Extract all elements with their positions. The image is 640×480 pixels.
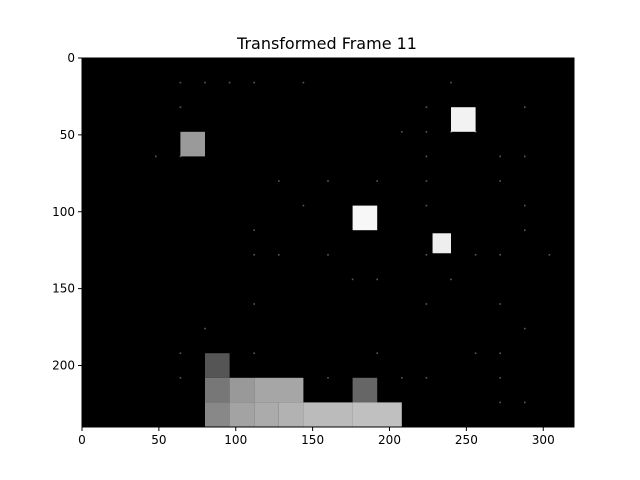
pixel-block: [432, 233, 451, 254]
noise-dot: [179, 106, 182, 108]
noise-dot: [499, 303, 501, 305]
y-tick-label: 200: [52, 359, 75, 373]
noise-dot: [499, 377, 501, 379]
noise-dot: [499, 352, 501, 354]
pixel-block: [352, 205, 378, 231]
noise-dot: [401, 131, 403, 133]
noise-dot: [499, 155, 501, 158]
pixel-block: [205, 377, 230, 403]
noise-dot: [376, 352, 378, 354]
noise-dot: [548, 254, 551, 256]
noise-dot: [524, 401, 526, 404]
noise-dot: [474, 254, 477, 256]
x-axis-ticks: 0 50 100 150 200 250 300: [78, 427, 555, 447]
y-tick-label: 0: [67, 51, 75, 65]
y-tick-label: 100: [52, 205, 75, 219]
noise-dot: [499, 401, 501, 404]
noise-dot: [425, 106, 428, 108]
pixel-block: [205, 402, 230, 427]
x-tick-label: 250: [455, 433, 478, 447]
pixel-block: [254, 402, 279, 427]
noise-dot: [327, 180, 329, 182]
noise-dot: [351, 278, 354, 281]
pixel-block: [180, 131, 205, 157]
noise-dot: [302, 204, 305, 207]
noise-dot: [425, 377, 428, 379]
image-axes: [81, 57, 575, 428]
noise-dot: [401, 377, 403, 379]
image-background: [82, 58, 574, 427]
noise-dot: [179, 81, 182, 84]
noise-dot: [425, 180, 428, 182]
noise-dot: [278, 180, 280, 182]
pixel-block: [205, 353, 230, 378]
noise-dot: [253, 254, 255, 256]
noise-dot: [450, 278, 452, 281]
y-tick-label: 50: [60, 128, 75, 142]
y-axis-ticks: 0 50 100 150 200: [52, 51, 82, 373]
noise-dot: [179, 377, 182, 379]
noise-dot: [204, 81, 206, 84]
pixel-block: [451, 107, 476, 132]
noise-dot: [302, 81, 305, 84]
pixel-block: [254, 377, 304, 403]
noise-dot: [278, 254, 280, 256]
noise-dot: [179, 352, 182, 354]
noise-dot: [499, 254, 501, 256]
noise-dot: [524, 229, 526, 231]
noise-dot: [253, 229, 255, 231]
noise-dot: [253, 303, 255, 305]
noise-dot: [499, 180, 501, 182]
noise-dot: [376, 278, 378, 281]
noise-dot: [376, 180, 378, 182]
noise-dot: [425, 155, 428, 158]
pixel-block: [229, 377, 255, 403]
pixel-block: [352, 402, 402, 427]
axes-frame: [81, 57, 575, 428]
noise-dot: [327, 254, 329, 256]
plot-title: Transformed Frame 11: [236, 34, 417, 53]
x-tick-label: 300: [532, 433, 555, 447]
noise-dot: [204, 327, 206, 330]
noise-dot: [425, 254, 428, 256]
noise-dot: [228, 81, 231, 84]
pixel-block: [278, 402, 304, 427]
y-tick-label: 150: [52, 282, 75, 296]
noise-dot: [253, 81, 255, 84]
noise-dot: [425, 204, 428, 207]
x-tick-label: 50: [151, 433, 166, 447]
pixel-block: [352, 377, 378, 403]
noise-dot: [474, 352, 477, 354]
x-tick-label: 200: [378, 433, 401, 447]
noise-dot: [253, 352, 255, 354]
x-tick-label: 0: [78, 433, 86, 447]
noise-dot: [327, 377, 329, 379]
x-tick-label: 150: [301, 433, 324, 447]
noise-dot: [425, 303, 428, 305]
noise-dot: [155, 155, 157, 158]
noise-dot: [524, 106, 526, 108]
x-tick-label: 100: [224, 433, 247, 447]
noise-dot: [450, 81, 452, 84]
noise-dot: [524, 155, 526, 158]
noise-dot: [425, 131, 428, 133]
pixel-block: [303, 402, 353, 427]
noise-dot: [524, 327, 526, 330]
noise-dot: [524, 204, 526, 207]
pixel-block: [229, 402, 255, 427]
